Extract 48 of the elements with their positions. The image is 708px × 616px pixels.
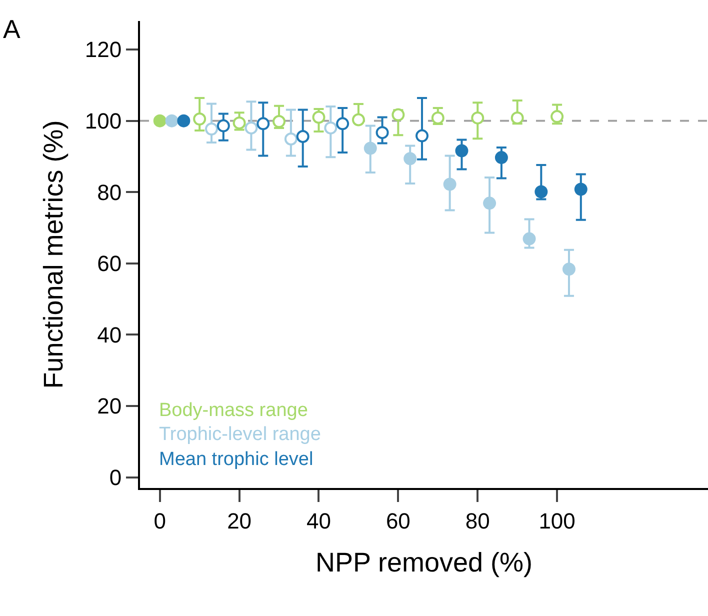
text: A: [3, 14, 21, 44]
point: [534, 185, 548, 198]
point: [312, 110, 326, 124]
point: [296, 130, 310, 143]
x-tick-label: 20: [227, 508, 252, 534]
point: [256, 117, 270, 130]
y-tick-label: 120: [84, 37, 122, 62]
y-tick-label: 80: [97, 180, 122, 205]
x-tick-label: 100: [538, 508, 576, 534]
point: [550, 110, 564, 124]
point: [455, 144, 468, 158]
text: Mean trophic level: [159, 449, 314, 470]
x-tick-label: 60: [386, 508, 410, 534]
point: [153, 114, 166, 128]
y-axis-title: Functional metrics (%): [38, 120, 68, 389]
point: [574, 182, 588, 196]
point: [193, 112, 206, 126]
point: [443, 178, 456, 191]
point: [510, 111, 524, 124]
y-tick-label: 0: [109, 465, 122, 490]
point: [522, 232, 536, 246]
point: [392, 108, 405, 122]
y-tick-label: 20: [97, 394, 122, 419]
x-tick-label: 0: [154, 508, 166, 534]
text: Trophic-level range: [159, 424, 321, 445]
point: [483, 196, 496, 210]
point: [376, 126, 389, 140]
x-tick-label: 80: [465, 508, 490, 534]
point: [352, 113, 365, 126]
point: [471, 111, 484, 124]
point: [272, 115, 286, 128]
point: [562, 262, 576, 276]
y-tick-label: 40: [97, 322, 122, 348]
point: [404, 152, 417, 166]
y-tick-label: 60: [97, 251, 122, 276]
text: Body-mass range: [159, 400, 308, 421]
point: [177, 114, 190, 128]
point: [232, 116, 246, 130]
point: [336, 117, 350, 130]
point: [416, 129, 429, 142]
point: [165, 114, 178, 128]
point: [216, 119, 230, 132]
point: [431, 111, 444, 124]
y-tick-label: 100: [84, 108, 122, 134]
point: [364, 142, 377, 155]
point: [494, 151, 508, 164]
x-axis-title: NPP removed (%): [315, 547, 533, 578]
x-tick-label: 40: [306, 508, 331, 534]
